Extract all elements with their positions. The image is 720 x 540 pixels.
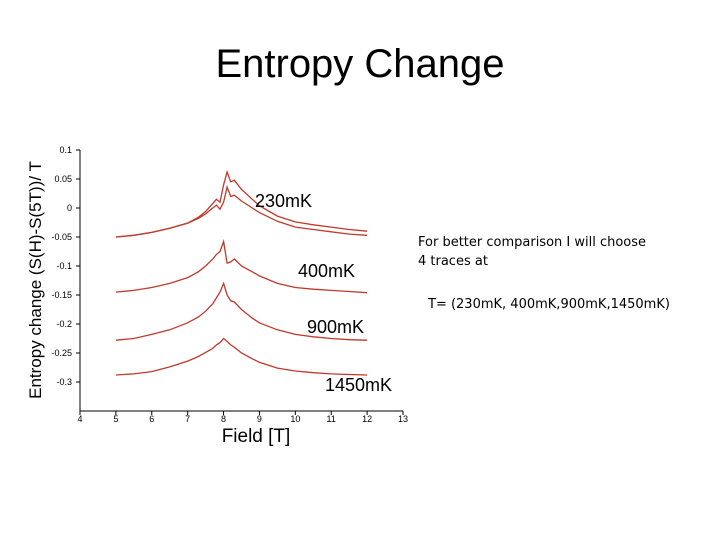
note-line-2: 4 traces at: [418, 254, 488, 269]
x-tick-label: 10: [290, 414, 300, 424]
axes: 0.1 0.05 0 -0.05 -0.1 -0.15 -0.2 -0.25 -0.3 4 5 6 7 8…: [51, 145, 408, 424]
x-tick-label: 7: [185, 414, 190, 424]
traces: [115, 169, 368, 376]
y-tick-label: 0.1: [59, 145, 72, 155]
trace-label-230mK: 230mK: [255, 191, 312, 211]
temperature-note: T= (230mK, 400mK,900mK,1450mK): [428, 297, 670, 312]
note-line-1: For better comparison I will choose: [418, 235, 647, 250]
trace-900mk: [115, 281, 368, 341]
x-tick-label: 9: [257, 414, 262, 424]
trace-400mk: [115, 239, 368, 294]
y-tick-label: -0.2: [56, 319, 72, 329]
x-tick-label: 4: [77, 414, 82, 424]
trace-label-900mK: 900mK: [307, 317, 364, 337]
x-tick-label: 13: [398, 414, 408, 424]
x-tick-label: 8: [221, 414, 226, 424]
chart-title: Entropy Change: [215, 42, 505, 86]
y-tick-label: -0.1: [56, 261, 72, 271]
y-tick-label: 0: [67, 203, 72, 213]
x-tick-label: 6: [149, 414, 154, 424]
x-tick-label: 11: [327, 414, 336, 424]
trace-230mk-lower: [115, 184, 368, 238]
comparison-note: For better comparison I will choose 4 tr…: [418, 233, 646, 271]
x-tick-label: 12: [362, 414, 372, 424]
trace-1450mk: [115, 337, 368, 376]
y-tick-label: -0.3: [56, 377, 72, 387]
trace-label-400mK: 400mK: [298, 261, 355, 281]
x-axis-label: Field [T]: [221, 426, 291, 447]
y-tick-label: -0.05: [51, 232, 72, 242]
trace-230mk-upper: [115, 169, 368, 238]
y-tick-label: -0.15: [51, 290, 72, 300]
y-tick-label: -0.25: [51, 348, 72, 358]
x-tick-label: 5: [113, 414, 118, 424]
y-tick-label: 0.05: [54, 174, 72, 184]
trace-label-1450mK: 1450mK: [325, 375, 392, 395]
trace-labels: 230mK 400mK 900mK 1450mK: [255, 191, 392, 395]
